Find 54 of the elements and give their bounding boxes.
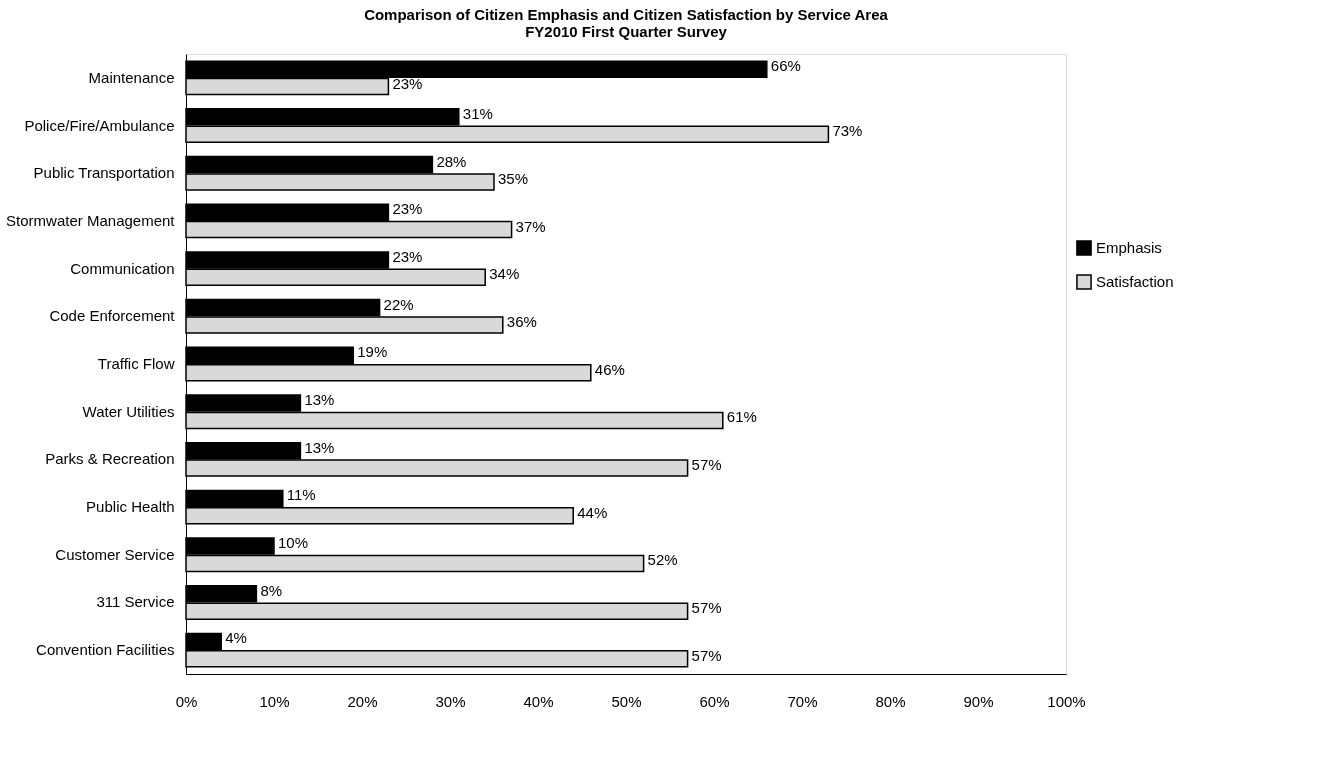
y-tick-label: Water Utilities — [82, 402, 175, 420]
y-tick-label: Traffic Flow — [97, 355, 175, 372]
y-tick-label: Public Health — [86, 498, 175, 516]
data-label: 22% — [383, 295, 414, 313]
y-tick-label: 311 Service — [96, 593, 175, 611]
y-tick-label: Code Enforcement — [49, 307, 176, 325]
data-label: 46% — [594, 360, 625, 378]
x-tick-label: 0% — [175, 692, 198, 710]
data-label: 44% — [577, 503, 608, 521]
x-tick-label: 30% — [435, 692, 466, 710]
x-tick-label: 20% — [347, 692, 378, 710]
x-tick-label: 10% — [259, 692, 290, 710]
data-label: 34% — [489, 265, 520, 283]
data-label: 19% — [357, 343, 388, 361]
x-tick-label: 90% — [963, 692, 994, 710]
legend-label: Emphasis — [1096, 239, 1162, 256]
data-label: 73% — [832, 122, 863, 140]
chart-subtitle: FY2010 First Quarter Survey — [525, 23, 728, 40]
legend-label: Satisfaction — [1096, 273, 1174, 290]
data-label: 61% — [726, 408, 757, 426]
data-label: 23% — [392, 200, 423, 218]
chart-title: Comparison of Citizen Emphasis and Citizen Satisfaction by Service Area — [364, 6, 889, 23]
y-tick-label: Public Transportation — [33, 164, 175, 182]
data-label: 36% — [506, 313, 537, 330]
y-tick-label: Maintenance — [88, 68, 175, 86]
y-tick-label: Stormwater Management — [6, 211, 176, 229]
x-tick-label: 50% — [611, 692, 642, 710]
data-label: 4% — [225, 629, 247, 647]
data-label: 31% — [462, 104, 493, 122]
data-label: 57% — [691, 599, 722, 617]
y-tick-label: Police/Fire/Ambulance — [24, 116, 175, 134]
data-label: 10% — [278, 534, 309, 552]
data-label: 57% — [691, 456, 722, 474]
x-tick-label: 80% — [875, 692, 906, 710]
data-label: 23% — [392, 74, 423, 92]
y-tick-label: Customer Service — [55, 545, 175, 563]
y-tick-label: Communication — [70, 259, 175, 277]
data-label: 57% — [691, 646, 722, 664]
data-label: 11% — [286, 486, 316, 504]
data-label: 52% — [647, 551, 678, 569]
data-label: 66% — [770, 57, 801, 75]
data-label: 13% — [304, 391, 335, 408]
data-label: 23% — [392, 247, 423, 265]
x-tick-label: 40% — [523, 692, 554, 710]
data-label: 37% — [515, 217, 546, 235]
data-label: 8% — [260, 581, 283, 599]
data-label: 13% — [304, 438, 335, 456]
x-tick-label: 60% — [699, 692, 730, 710]
y-tick-label: Convention Facilities — [36, 641, 175, 659]
x-tick-label: 70% — [787, 692, 818, 710]
x-tick-label: 100% — [1047, 692, 1086, 710]
data-label: 28% — [436, 152, 467, 170]
y-tick-label: Parks & Recreation — [45, 450, 175, 468]
data-label: 35% — [498, 169, 529, 187]
